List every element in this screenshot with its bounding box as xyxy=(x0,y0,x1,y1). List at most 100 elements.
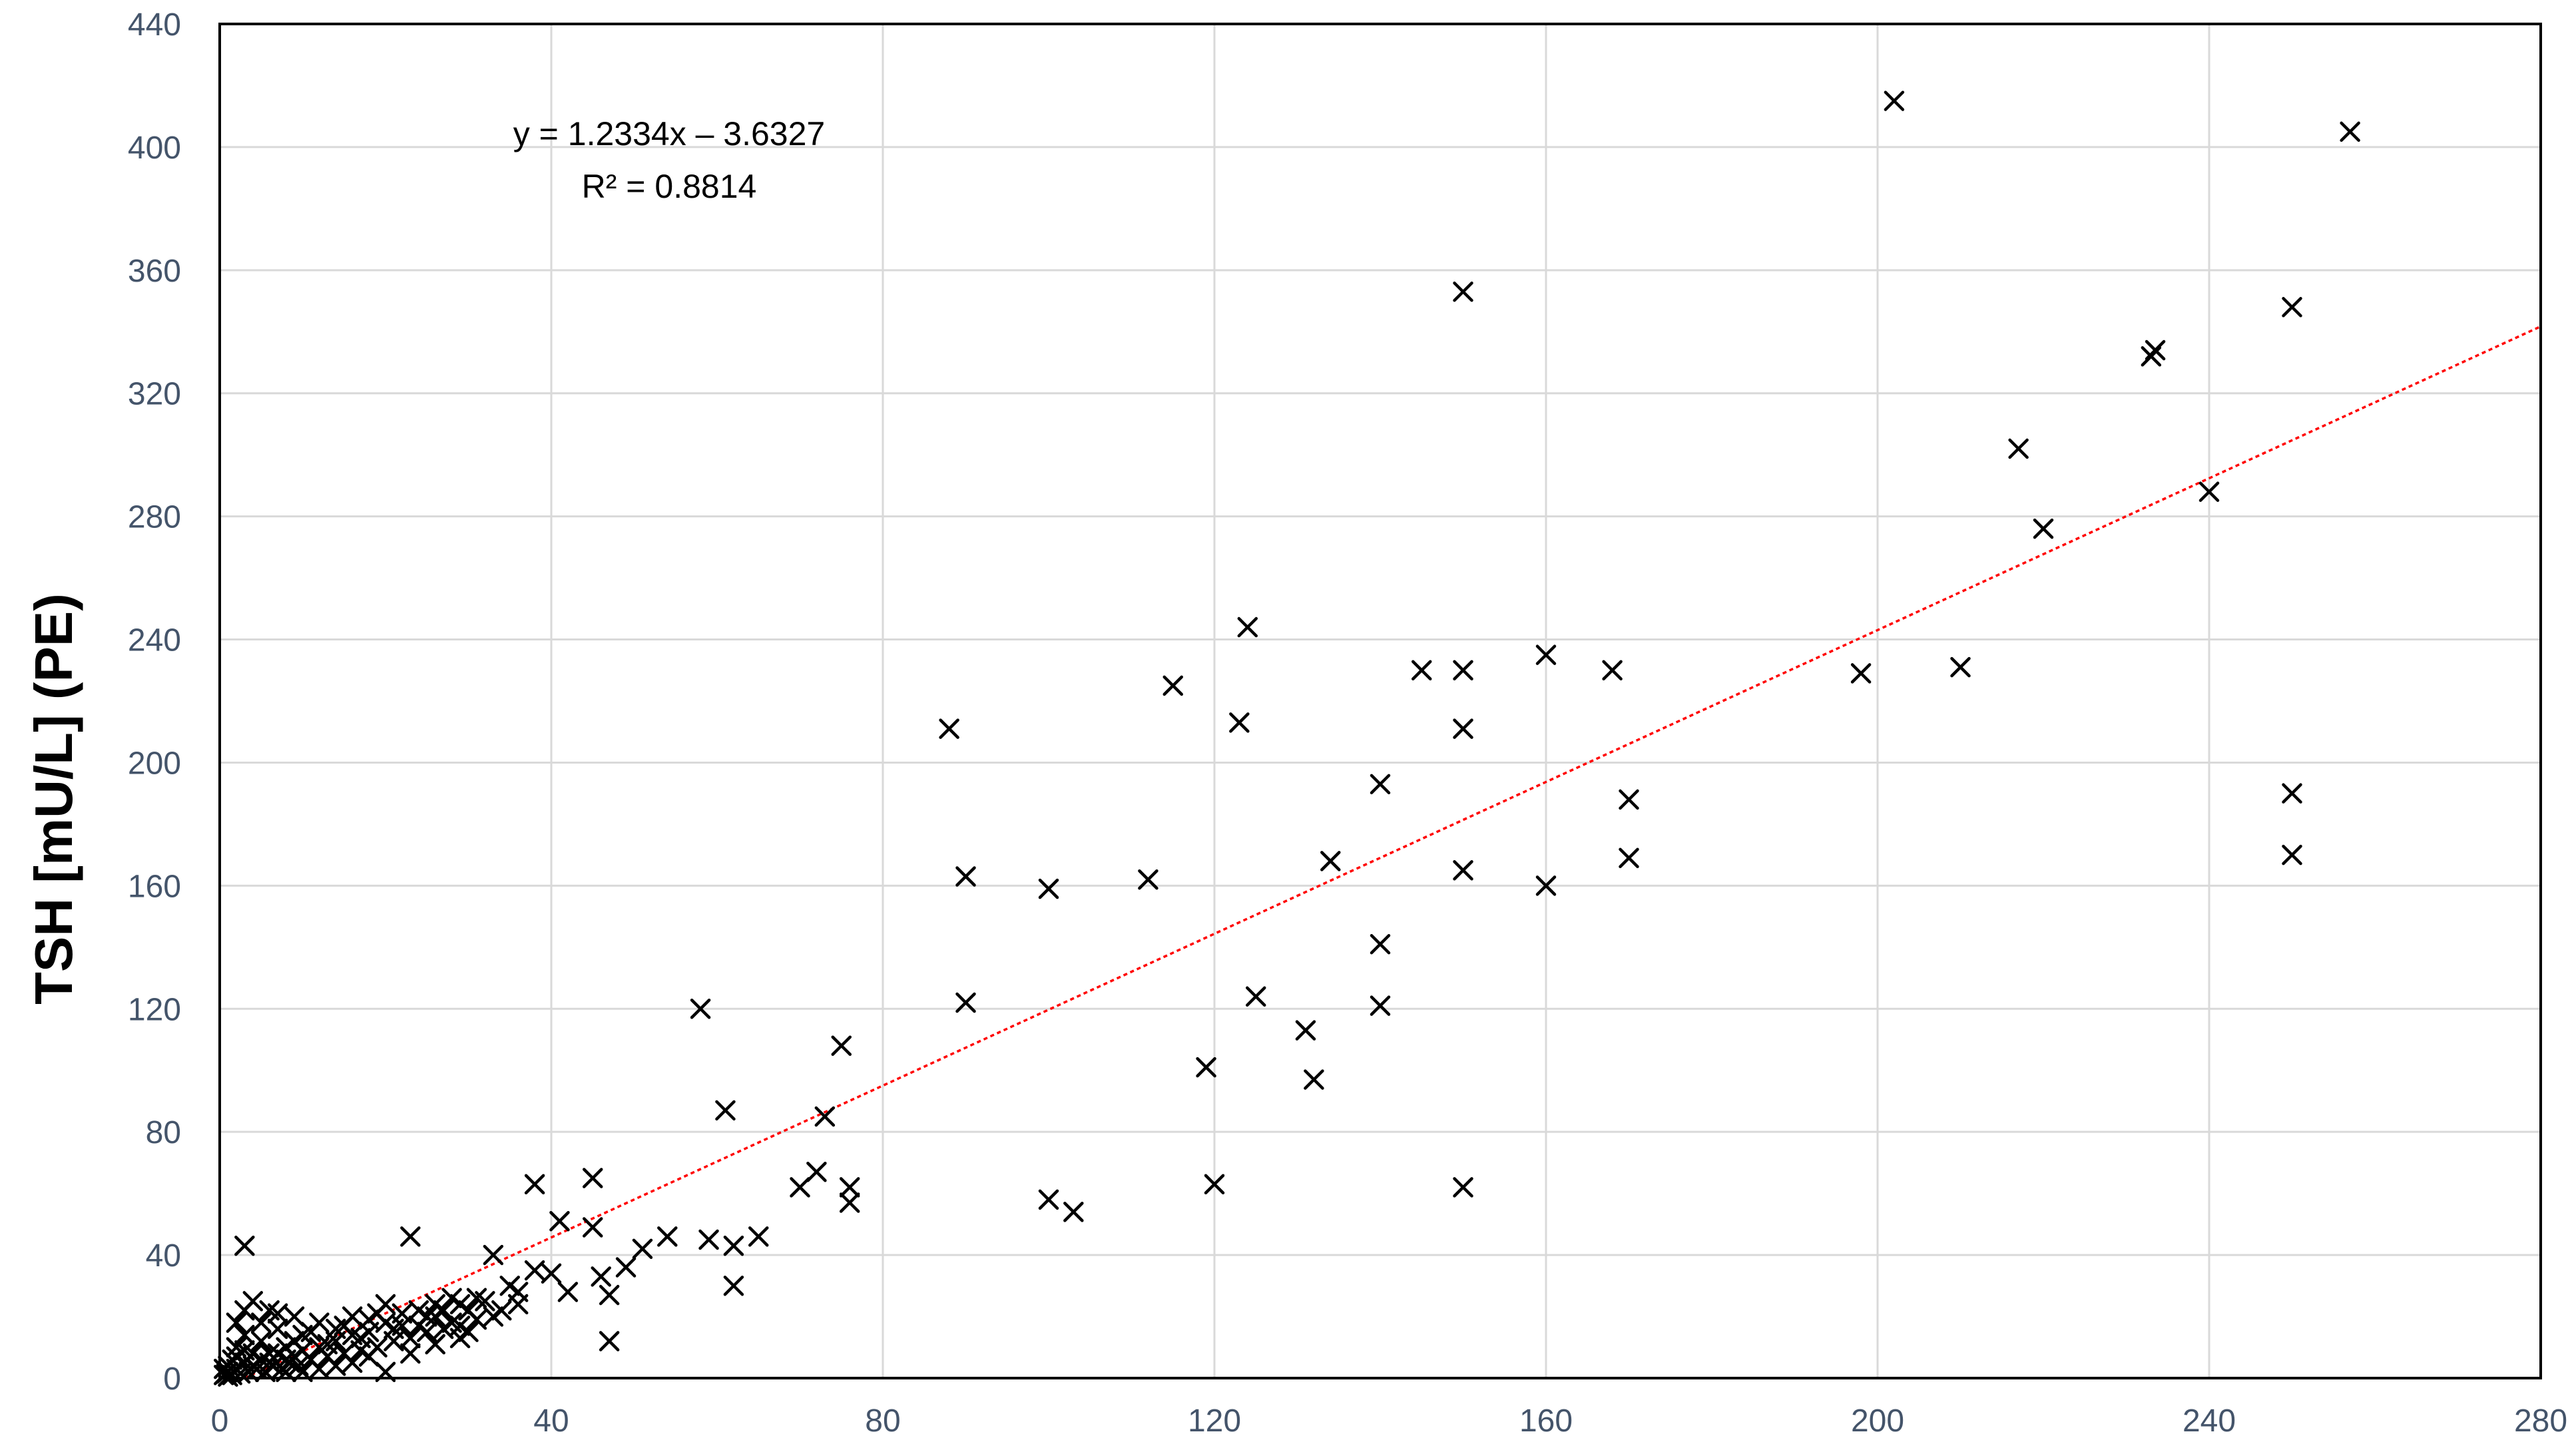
data-point xyxy=(839,1177,860,1198)
data-point xyxy=(276,1361,296,1383)
data-point xyxy=(242,1355,264,1376)
data-point xyxy=(1063,1202,1084,1222)
data-point xyxy=(1884,91,1905,111)
data-point xyxy=(1619,789,1639,810)
data-point xyxy=(400,1328,421,1349)
data-point xyxy=(342,1352,363,1373)
data-point xyxy=(599,1284,620,1306)
data-point xyxy=(657,1226,678,1247)
data-point xyxy=(748,1226,769,1247)
data-point xyxy=(400,1343,421,1364)
x-tick-label: 240 xyxy=(2183,1403,2236,1439)
x-tick-label: 200 xyxy=(1851,1403,1904,1439)
y-tick-label: 160 xyxy=(128,869,181,904)
data-point xyxy=(806,1162,827,1182)
data-point xyxy=(300,1322,322,1342)
plot-frame xyxy=(218,23,2542,1379)
data-point xyxy=(831,1035,852,1056)
gridlines xyxy=(220,24,2541,1378)
x-tick-label: 80 xyxy=(865,1403,900,1439)
data-point xyxy=(483,1306,504,1327)
x-tick-label: 120 xyxy=(1188,1403,1241,1439)
data-point xyxy=(1370,933,1391,955)
data-point xyxy=(814,1106,836,1127)
data-point xyxy=(226,1312,247,1334)
data-point xyxy=(483,1244,504,1266)
data-point xyxy=(499,1276,520,1296)
data-point xyxy=(334,1316,354,1336)
data-point xyxy=(1304,1069,1324,1090)
data-point xyxy=(216,1363,237,1384)
data-point xyxy=(292,1361,313,1383)
data-point xyxy=(583,1217,603,1238)
data-point xyxy=(1370,995,1391,1016)
data-point xyxy=(1850,663,1872,684)
data-point xyxy=(1619,848,1639,869)
data-point xyxy=(1038,878,1059,899)
data-point xyxy=(326,1355,346,1376)
data-point xyxy=(1453,718,1473,739)
data-point xyxy=(226,1346,247,1367)
data-point xyxy=(1204,1174,1225,1195)
data-point xyxy=(1138,869,1159,890)
data-point xyxy=(425,1294,445,1315)
data-point xyxy=(234,1300,255,1321)
data-point xyxy=(425,1334,445,1355)
data-point xyxy=(284,1306,305,1327)
data-point xyxy=(1370,774,1391,795)
data-point xyxy=(2282,844,2302,865)
data-point xyxy=(267,1303,288,1324)
data-point xyxy=(723,1235,744,1256)
x-tick-label: 40 xyxy=(533,1403,569,1439)
data-point xyxy=(2008,438,2029,459)
y-tick-label: 40 xyxy=(146,1238,181,1274)
data-point xyxy=(632,1238,653,1260)
data-point xyxy=(524,1260,545,1281)
data-point xyxy=(2282,297,2302,318)
y-tick-label: 320 xyxy=(128,377,181,412)
x-tick-label: 0 xyxy=(211,1403,229,1439)
data-point xyxy=(2340,121,2360,142)
data-point xyxy=(723,1276,744,1296)
data-point xyxy=(400,1226,421,1247)
trendline xyxy=(244,325,2541,1379)
data-point xyxy=(524,1174,545,1195)
data-point xyxy=(1162,675,1183,696)
data-point xyxy=(2282,783,2302,804)
data-point xyxy=(591,1266,611,1287)
data-point xyxy=(2033,518,2054,539)
data-point xyxy=(690,999,711,1019)
data-points xyxy=(213,91,2360,1387)
y-tick-label: 360 xyxy=(128,254,181,289)
data-point xyxy=(1320,851,1341,871)
data-point xyxy=(557,1282,579,1302)
data-point xyxy=(234,1235,255,1256)
data-point xyxy=(1602,660,1623,681)
data-point xyxy=(317,1334,338,1355)
data-point xyxy=(1535,875,1557,896)
data-point xyxy=(433,1318,454,1339)
data-point xyxy=(417,1306,437,1327)
data-point xyxy=(1229,712,1250,733)
x-axis-ticks: 0 40 80 120 160 200 240 280 xyxy=(211,1403,2567,1439)
data-point xyxy=(358,1309,380,1330)
data-point xyxy=(599,1331,620,1351)
trendline-equation: y = 1.2334x – 3.6327 xyxy=(513,115,825,152)
data-point xyxy=(251,1312,272,1334)
data-point xyxy=(449,1294,471,1315)
data-point xyxy=(541,1263,562,1284)
data-point xyxy=(491,1300,512,1321)
data-point xyxy=(441,1288,462,1309)
data-point xyxy=(1453,281,1473,302)
data-point xyxy=(234,1325,255,1345)
y-tick-label: 80 xyxy=(146,1115,181,1150)
trendline-r-squared: R² = 0.8814 xyxy=(582,168,757,205)
data-point xyxy=(1453,1177,1473,1198)
data-point xyxy=(1196,1057,1216,1078)
data-point xyxy=(1453,660,1473,681)
data-point xyxy=(367,1303,387,1324)
data-point xyxy=(955,992,976,1013)
data-point xyxy=(458,1322,479,1342)
data-point xyxy=(549,1210,570,1232)
